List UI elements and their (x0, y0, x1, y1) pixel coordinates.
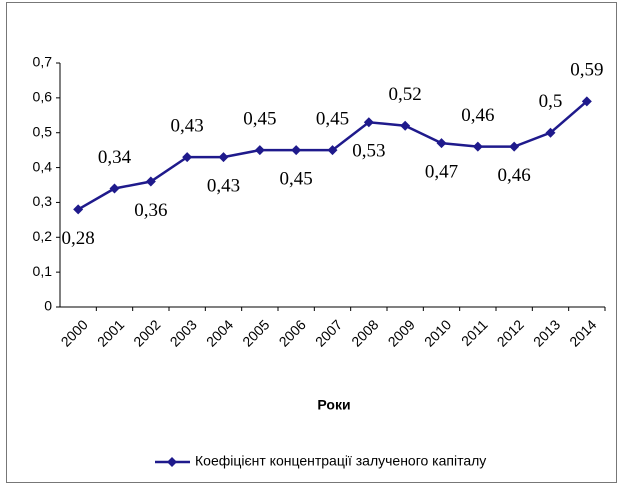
y-tick-label: 0,4 (33, 158, 53, 174)
data-point (327, 145, 338, 156)
x-tick-label: 2002 (130, 316, 163, 349)
data-point (291, 145, 302, 156)
data-label: 0,53 (352, 141, 385, 162)
y-tick-label: 0,6 (33, 89, 53, 105)
data-point (472, 141, 483, 152)
data-label: 0,36 (134, 200, 167, 221)
x-tick-label: 2003 (167, 316, 200, 349)
y-tick-label: 0,3 (33, 193, 53, 209)
data-label: 0,45 (243, 109, 276, 130)
data-point (218, 152, 229, 163)
y-tick-label: 0 (44, 298, 52, 314)
x-tick-label: 2001 (94, 316, 127, 349)
x-tick-label: 2006 (276, 316, 309, 349)
x-tick-label: 2000 (58, 316, 91, 349)
chart-frame (6, 2, 617, 483)
data-label: 0,43 (207, 175, 240, 196)
legend-label: Коефіцієнт концентрації залученого капіт… (195, 453, 486, 469)
data-label: 0,43 (171, 115, 204, 136)
y-tick-label: 0,7 (33, 54, 53, 70)
x-tick-label: 2010 (421, 316, 454, 349)
data-label: 0,5 (539, 91, 563, 112)
data-point (545, 127, 556, 138)
x-tick-label: 2014 (566, 316, 599, 349)
data-label: 0,59 (570, 60, 603, 81)
data-point (109, 183, 120, 194)
x-tick-label: 2013 (530, 316, 563, 349)
data-label: 0,46 (461, 105, 494, 126)
data-label: 0,28 (62, 228, 95, 249)
y-tick-label: 0,2 (33, 228, 53, 244)
x-tick-label: 2005 (239, 316, 272, 349)
data-point (581, 96, 592, 107)
data-label: 0,47 (425, 162, 458, 183)
legend-marker (167, 457, 177, 467)
x-axis-title: Роки (317, 397, 350, 413)
x-tick-label: 2007 (312, 316, 345, 349)
data-label: 0,45 (316, 109, 349, 130)
data-point (363, 117, 374, 128)
x-tick-label: 2011 (458, 316, 491, 349)
x-tick-label: 2004 (203, 316, 236, 349)
x-tick-label: 2008 (348, 316, 381, 349)
data-point (145, 176, 156, 187)
data-label: 0,52 (389, 84, 422, 105)
data-point (509, 141, 520, 152)
data-point (436, 138, 447, 149)
x-tick-label: 2012 (494, 316, 527, 349)
data-point (182, 152, 193, 163)
y-tick-label: 0,5 (33, 123, 53, 139)
y-tick-label: 0,1 (33, 263, 53, 279)
data-point (400, 120, 411, 131)
data-label: 0,45 (280, 169, 313, 190)
data-point (254, 145, 265, 156)
data-point (73, 204, 84, 215)
x-tick-label: 2009 (385, 316, 418, 349)
data-label: 0,34 (98, 147, 132, 168)
data-label: 0,46 (498, 165, 531, 186)
